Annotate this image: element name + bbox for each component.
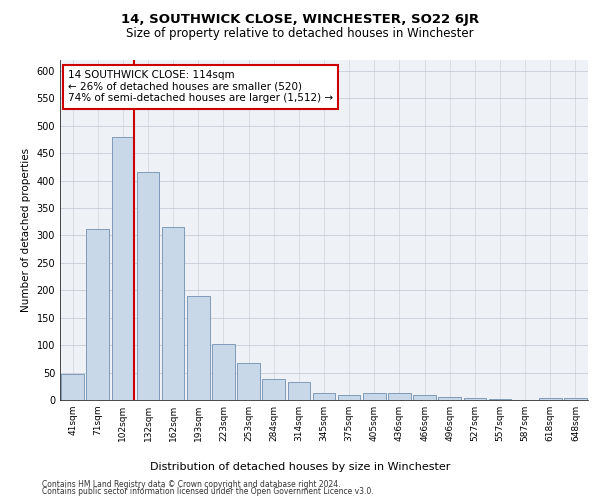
Bar <box>237 364 260 400</box>
Bar <box>162 228 184 400</box>
Bar <box>363 393 386 400</box>
Bar <box>564 398 587 400</box>
Bar <box>413 394 436 400</box>
Bar <box>86 229 109 400</box>
Bar <box>439 398 461 400</box>
Text: Distribution of detached houses by size in Winchester: Distribution of detached houses by size … <box>150 462 450 472</box>
Bar <box>187 296 209 400</box>
Bar <box>287 382 310 400</box>
Bar <box>137 172 160 400</box>
Bar <box>388 393 411 400</box>
Text: Contains HM Land Registry data © Crown copyright and database right 2024.: Contains HM Land Registry data © Crown c… <box>42 480 341 489</box>
Bar <box>338 394 361 400</box>
Bar <box>112 137 134 400</box>
Bar <box>262 379 285 400</box>
Bar <box>539 398 562 400</box>
Bar <box>61 374 84 400</box>
Bar <box>464 398 486 400</box>
Y-axis label: Number of detached properties: Number of detached properties <box>21 148 31 312</box>
Text: 14 SOUTHWICK CLOSE: 114sqm
← 26% of detached houses are smaller (520)
74% of sem: 14 SOUTHWICK CLOSE: 114sqm ← 26% of deta… <box>68 70 333 103</box>
Bar <box>313 393 335 400</box>
Text: 14, SOUTHWICK CLOSE, WINCHESTER, SO22 6JR: 14, SOUTHWICK CLOSE, WINCHESTER, SO22 6J… <box>121 12 479 26</box>
Bar <box>212 344 235 400</box>
Text: Size of property relative to detached houses in Winchester: Size of property relative to detached ho… <box>126 28 474 40</box>
Text: Contains public sector information licensed under the Open Government Licence v3: Contains public sector information licen… <box>42 487 374 496</box>
